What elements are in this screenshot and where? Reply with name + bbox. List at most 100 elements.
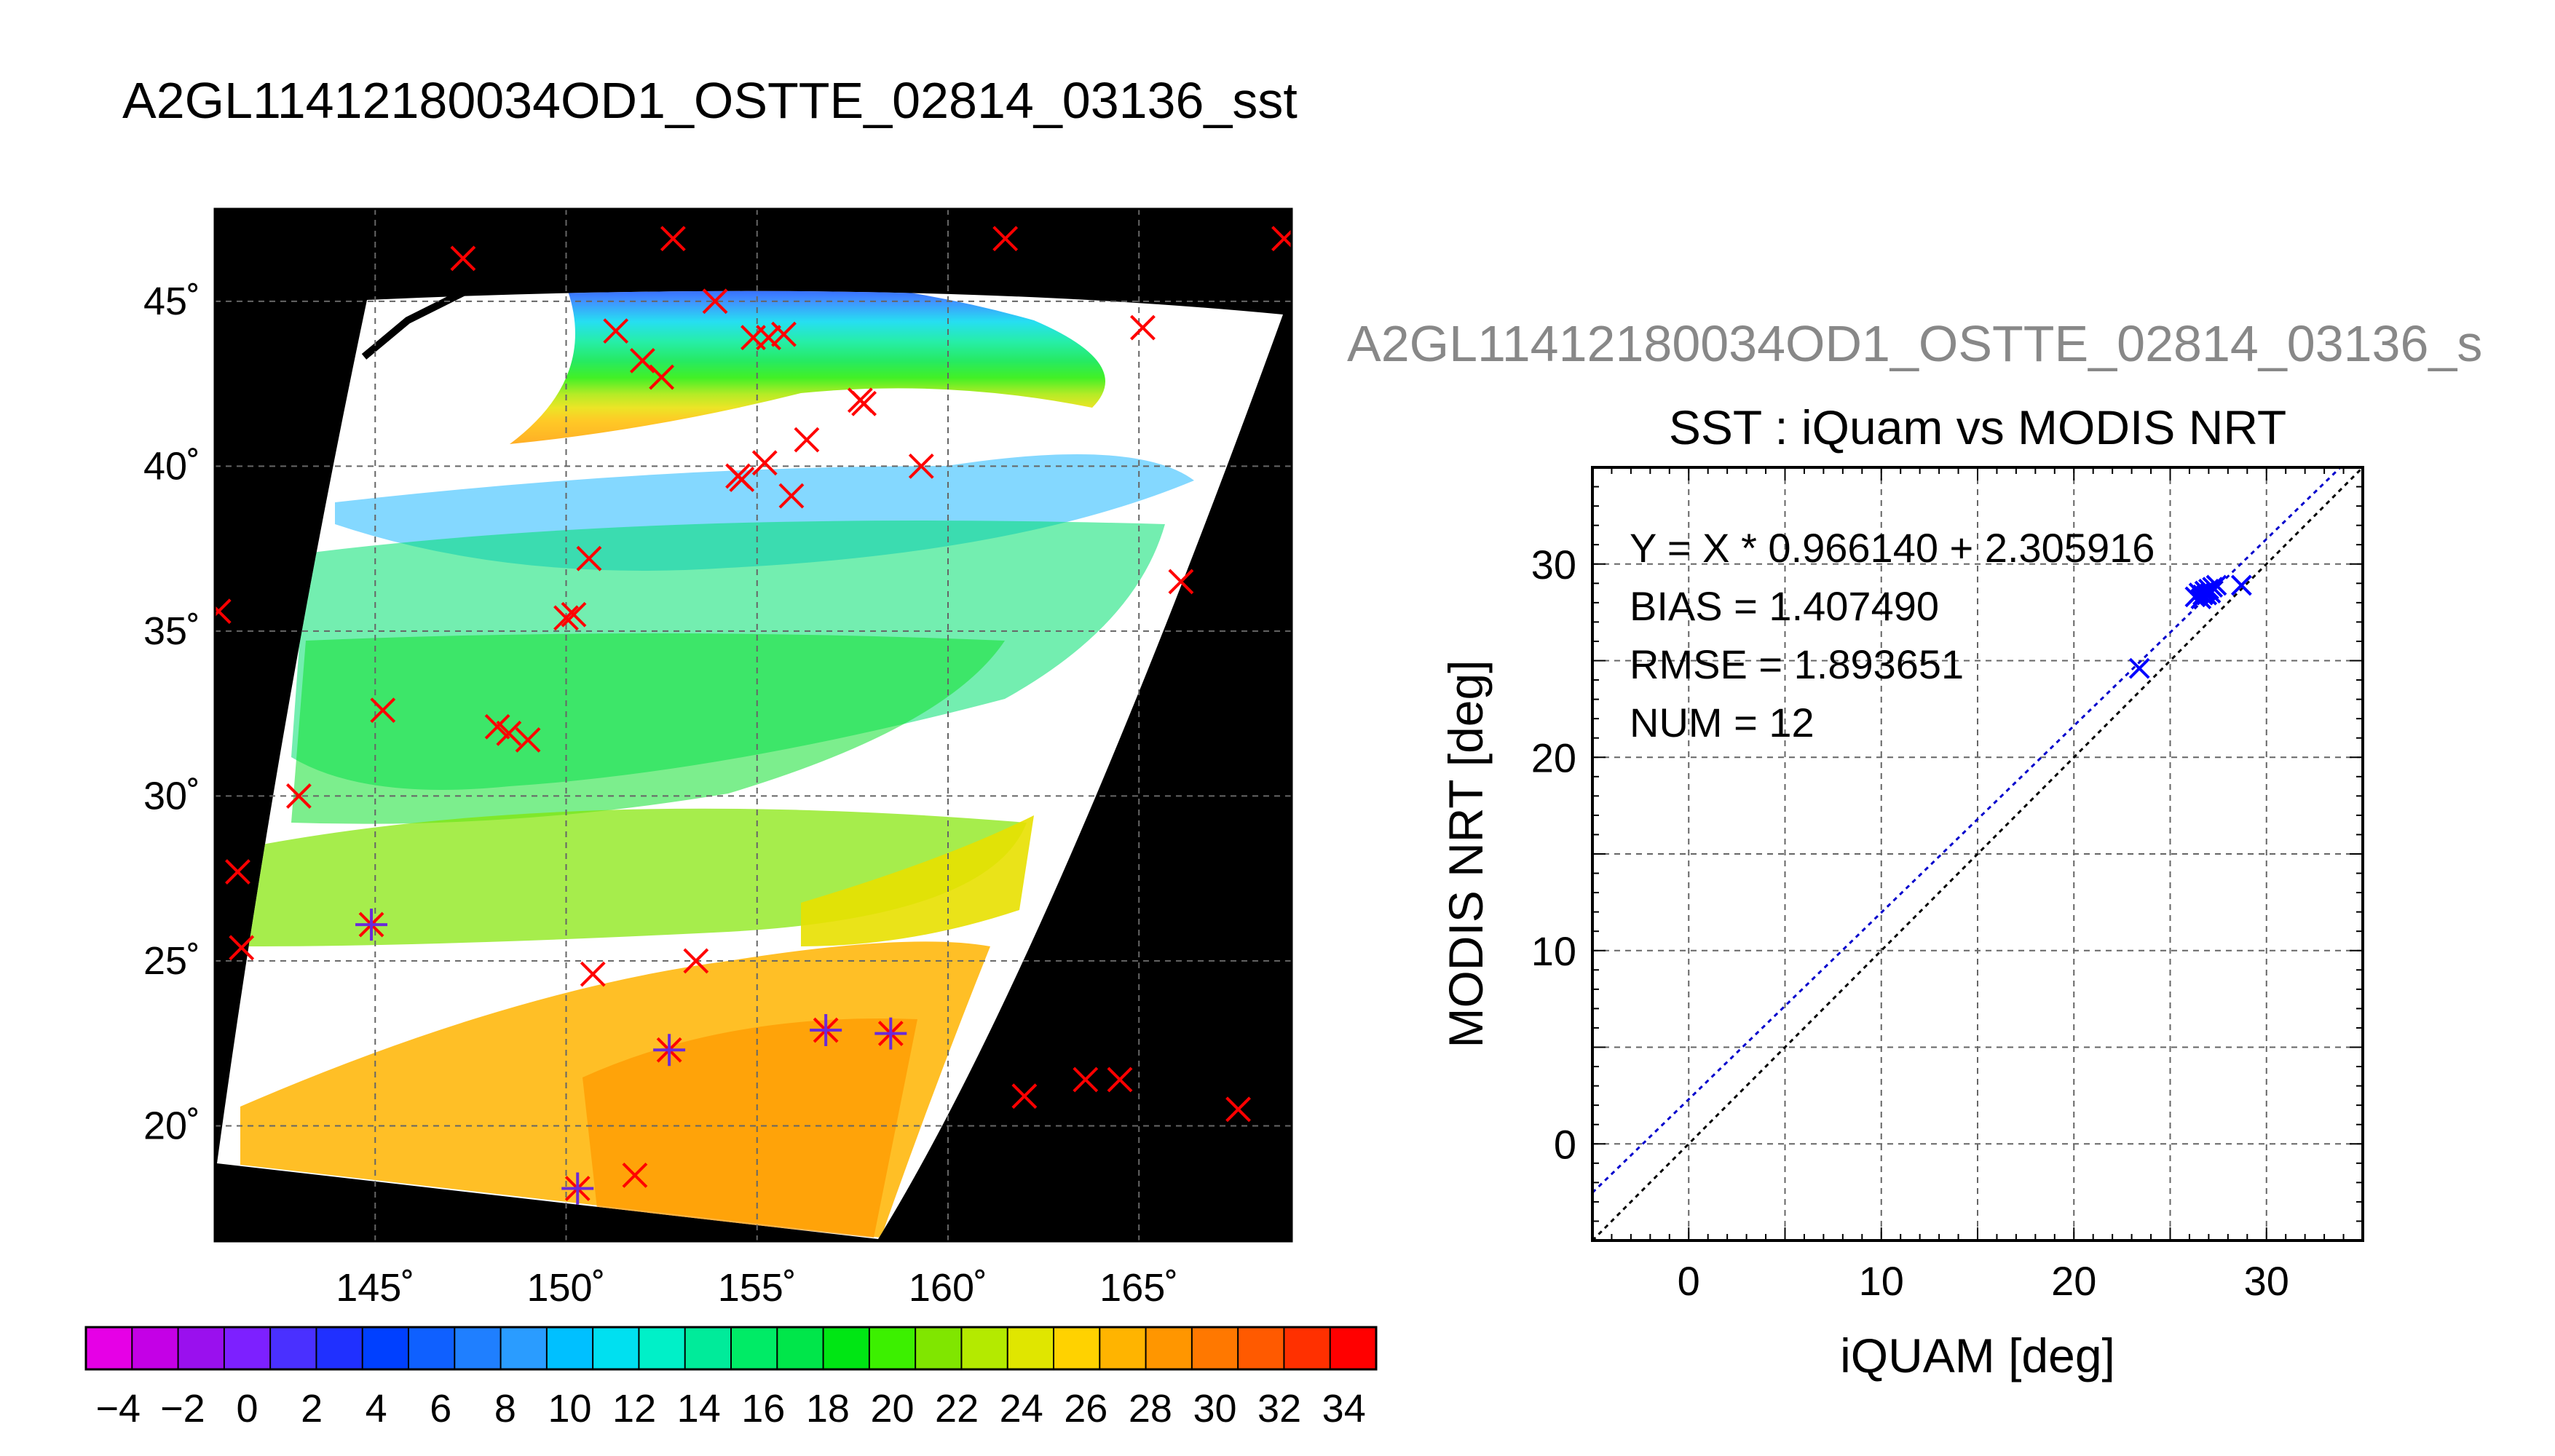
- colorbar-tick-label: 12: [612, 1387, 656, 1431]
- colorbar-tick-label: 10: [548, 1387, 591, 1431]
- colorbar-tick-label: 16: [741, 1387, 785, 1431]
- scatter-tick-labels: 0 10 20 30 0 10 20 30: [1531, 467, 2363, 1304]
- colorbar-cell: [86, 1327, 133, 1369]
- scatter-y-tick-label: 20: [1531, 735, 1576, 780]
- scatter-panel: A2GL11412180034OD1_OSTTE_02814_03136_s S…: [1347, 315, 2482, 1382]
- map-match-marker: [1107, 1067, 1133, 1093]
- colorbar-cell: [1284, 1327, 1331, 1369]
- sst-region-green-dense: [291, 633, 1005, 824]
- colorbar-tick-label: 6: [430, 1387, 451, 1431]
- map-match-marker: [756, 325, 781, 351]
- sst-region-north: [510, 290, 1105, 444]
- colorbar-cell: [915, 1327, 962, 1369]
- colorbar-tick-label: 28: [1129, 1387, 1172, 1431]
- colorbar-cell: [454, 1327, 502, 1369]
- colorbar-tick-label: 2: [301, 1387, 323, 1431]
- map-match-marker: [225, 859, 250, 885]
- map-iquam-marker: [561, 1172, 594, 1205]
- colorbar-tick-label: 18: [806, 1387, 850, 1431]
- sst-region-orange-deep: [583, 1018, 917, 1238]
- colorbar-tick-labels: −4 −2 0 2 4 6 8 10 12 14 16 18 20 22 24 26 28 30 32 34: [96, 1387, 1366, 1431]
- map-iquam-marker: [874, 1017, 907, 1050]
- map-match-marker: [215, 598, 232, 625]
- map-iquam-marker: [810, 1014, 842, 1047]
- colorbar-cell: [1054, 1327, 1100, 1369]
- map-match-marker: [1130, 314, 1156, 341]
- coastline: [361, 258, 584, 360]
- scatter-stats: Y = X * 0.966140 + 2.305916 BIAS = 1.4074…: [1630, 525, 2155, 745]
- scatter-y-tick-label: 30: [1531, 542, 1576, 587]
- map-match-marker: [1168, 569, 1194, 595]
- map-match-marker: [603, 318, 629, 344]
- fit-line: [1592, 467, 2342, 1194]
- scatter-x-label: iQUAM [deg]: [1840, 1329, 2115, 1382]
- map-match-marker: [285, 783, 312, 809]
- map-match-marker: [771, 321, 797, 347]
- scatter-x-tick-label: 0: [1678, 1258, 1700, 1304]
- figure-title: A2GL11412180034OD1_OSTTE_02814_03136_sst: [122, 72, 1298, 129]
- map-y-tick-label: 25˚: [143, 939, 200, 983]
- map-grid: [215, 209, 1292, 1241]
- colorbar-cells: [86, 1327, 1377, 1369]
- map-match-marker: [553, 605, 579, 631]
- scatter-y-label: MODIS NRT [deg]: [1439, 660, 1493, 1048]
- map-x-tick-label: 160˚: [909, 1266, 987, 1310]
- map-match-marker: [1073, 1067, 1099, 1093]
- colorbar-cell: [224, 1327, 271, 1369]
- colorbar-tick-label: 8: [494, 1387, 516, 1431]
- map-x-tick-label: 145˚: [336, 1266, 414, 1310]
- colorbar-cell: [731, 1327, 778, 1369]
- map-match-marker: [515, 727, 541, 753]
- colorbar-cell: [316, 1327, 363, 1369]
- colorbar-cell: [178, 1327, 225, 1369]
- colorbar-cell: [593, 1327, 639, 1369]
- scatter-x-tick-label: 20: [2051, 1258, 2096, 1304]
- colorbar-cell: [777, 1327, 824, 1369]
- map-match-marker: [751, 450, 778, 476]
- colorbar-cell: [1330, 1327, 1377, 1369]
- scatter-header: A2GL11412180034OD1_OSTTE_02814_03136_s: [1347, 315, 2482, 372]
- colorbar-tick-label: −2: [160, 1387, 205, 1431]
- colorbar-cell: [362, 1327, 409, 1369]
- map-match-marker: [992, 226, 1019, 252]
- scatter-y-tick-label: 10: [1531, 928, 1576, 974]
- map-match-marker: [794, 427, 820, 453]
- colorbar-tick-label: 24: [1000, 1387, 1043, 1431]
- map-match-marker: [576, 545, 602, 571]
- map-match-marker: [729, 467, 755, 492]
- map-match-marker: [629, 347, 655, 373]
- colorbar-cell: [1191, 1327, 1239, 1369]
- scatter-x-tick-label: 30: [2244, 1258, 2289, 1304]
- map-match-marker: [683, 948, 709, 974]
- map-match-marker: [908, 453, 934, 479]
- map-markers: [215, 226, 1292, 1205]
- colorbar-frame: [84, 1326, 1378, 1371]
- colorbar-tick-label: 14: [677, 1387, 721, 1431]
- map-match-marker: [484, 713, 510, 740]
- colorbar-cell: [1099, 1327, 1147, 1369]
- colorbar-cell: [823, 1327, 870, 1369]
- colorbar-cell: [500, 1327, 548, 1369]
- scatter-y-tick-label: 0: [1554, 1121, 1576, 1167]
- colorbar-cell: [546, 1327, 593, 1369]
- map-match-marker: [622, 1162, 648, 1188]
- sst-region-yellow: [801, 815, 1034, 946]
- map-match-marker: [496, 720, 522, 746]
- colorbar-tick-label: 22: [935, 1387, 979, 1431]
- colorbar-cell: [270, 1327, 317, 1369]
- scatter-point: [2128, 657, 2150, 679]
- map-match-marker: [851, 390, 877, 416]
- scatter-title: SST : iQuam vs MODIS NRT: [1669, 400, 2286, 454]
- map-match-marker: [229, 935, 255, 961]
- scatter-stat-line: RMSE = 1.893651: [1630, 641, 1964, 687]
- map-y-tick-label: 35˚: [143, 609, 200, 653]
- map-y-tick-label: 40˚: [143, 444, 200, 488]
- colorbar-cell: [1007, 1327, 1054, 1369]
- map-tick-labels: 145˚ 150˚ 155˚ 160˚ 165˚ 20˚ 25˚ 30˚ 35˚ 40˚ 45˚: [143, 280, 1178, 1310]
- map-match-marker: [1271, 226, 1292, 252]
- map-match-marker: [1011, 1083, 1038, 1109]
- map-panel: 145˚ 150˚ 155˚ 160˚ 165˚ 20˚ 25˚ 30˚ 35˚ 40˚ 45˚: [143, 207, 1293, 1310]
- scatter-x-tick-label: 10: [1859, 1258, 1904, 1304]
- colorbar-tick-label: 20: [870, 1387, 914, 1431]
